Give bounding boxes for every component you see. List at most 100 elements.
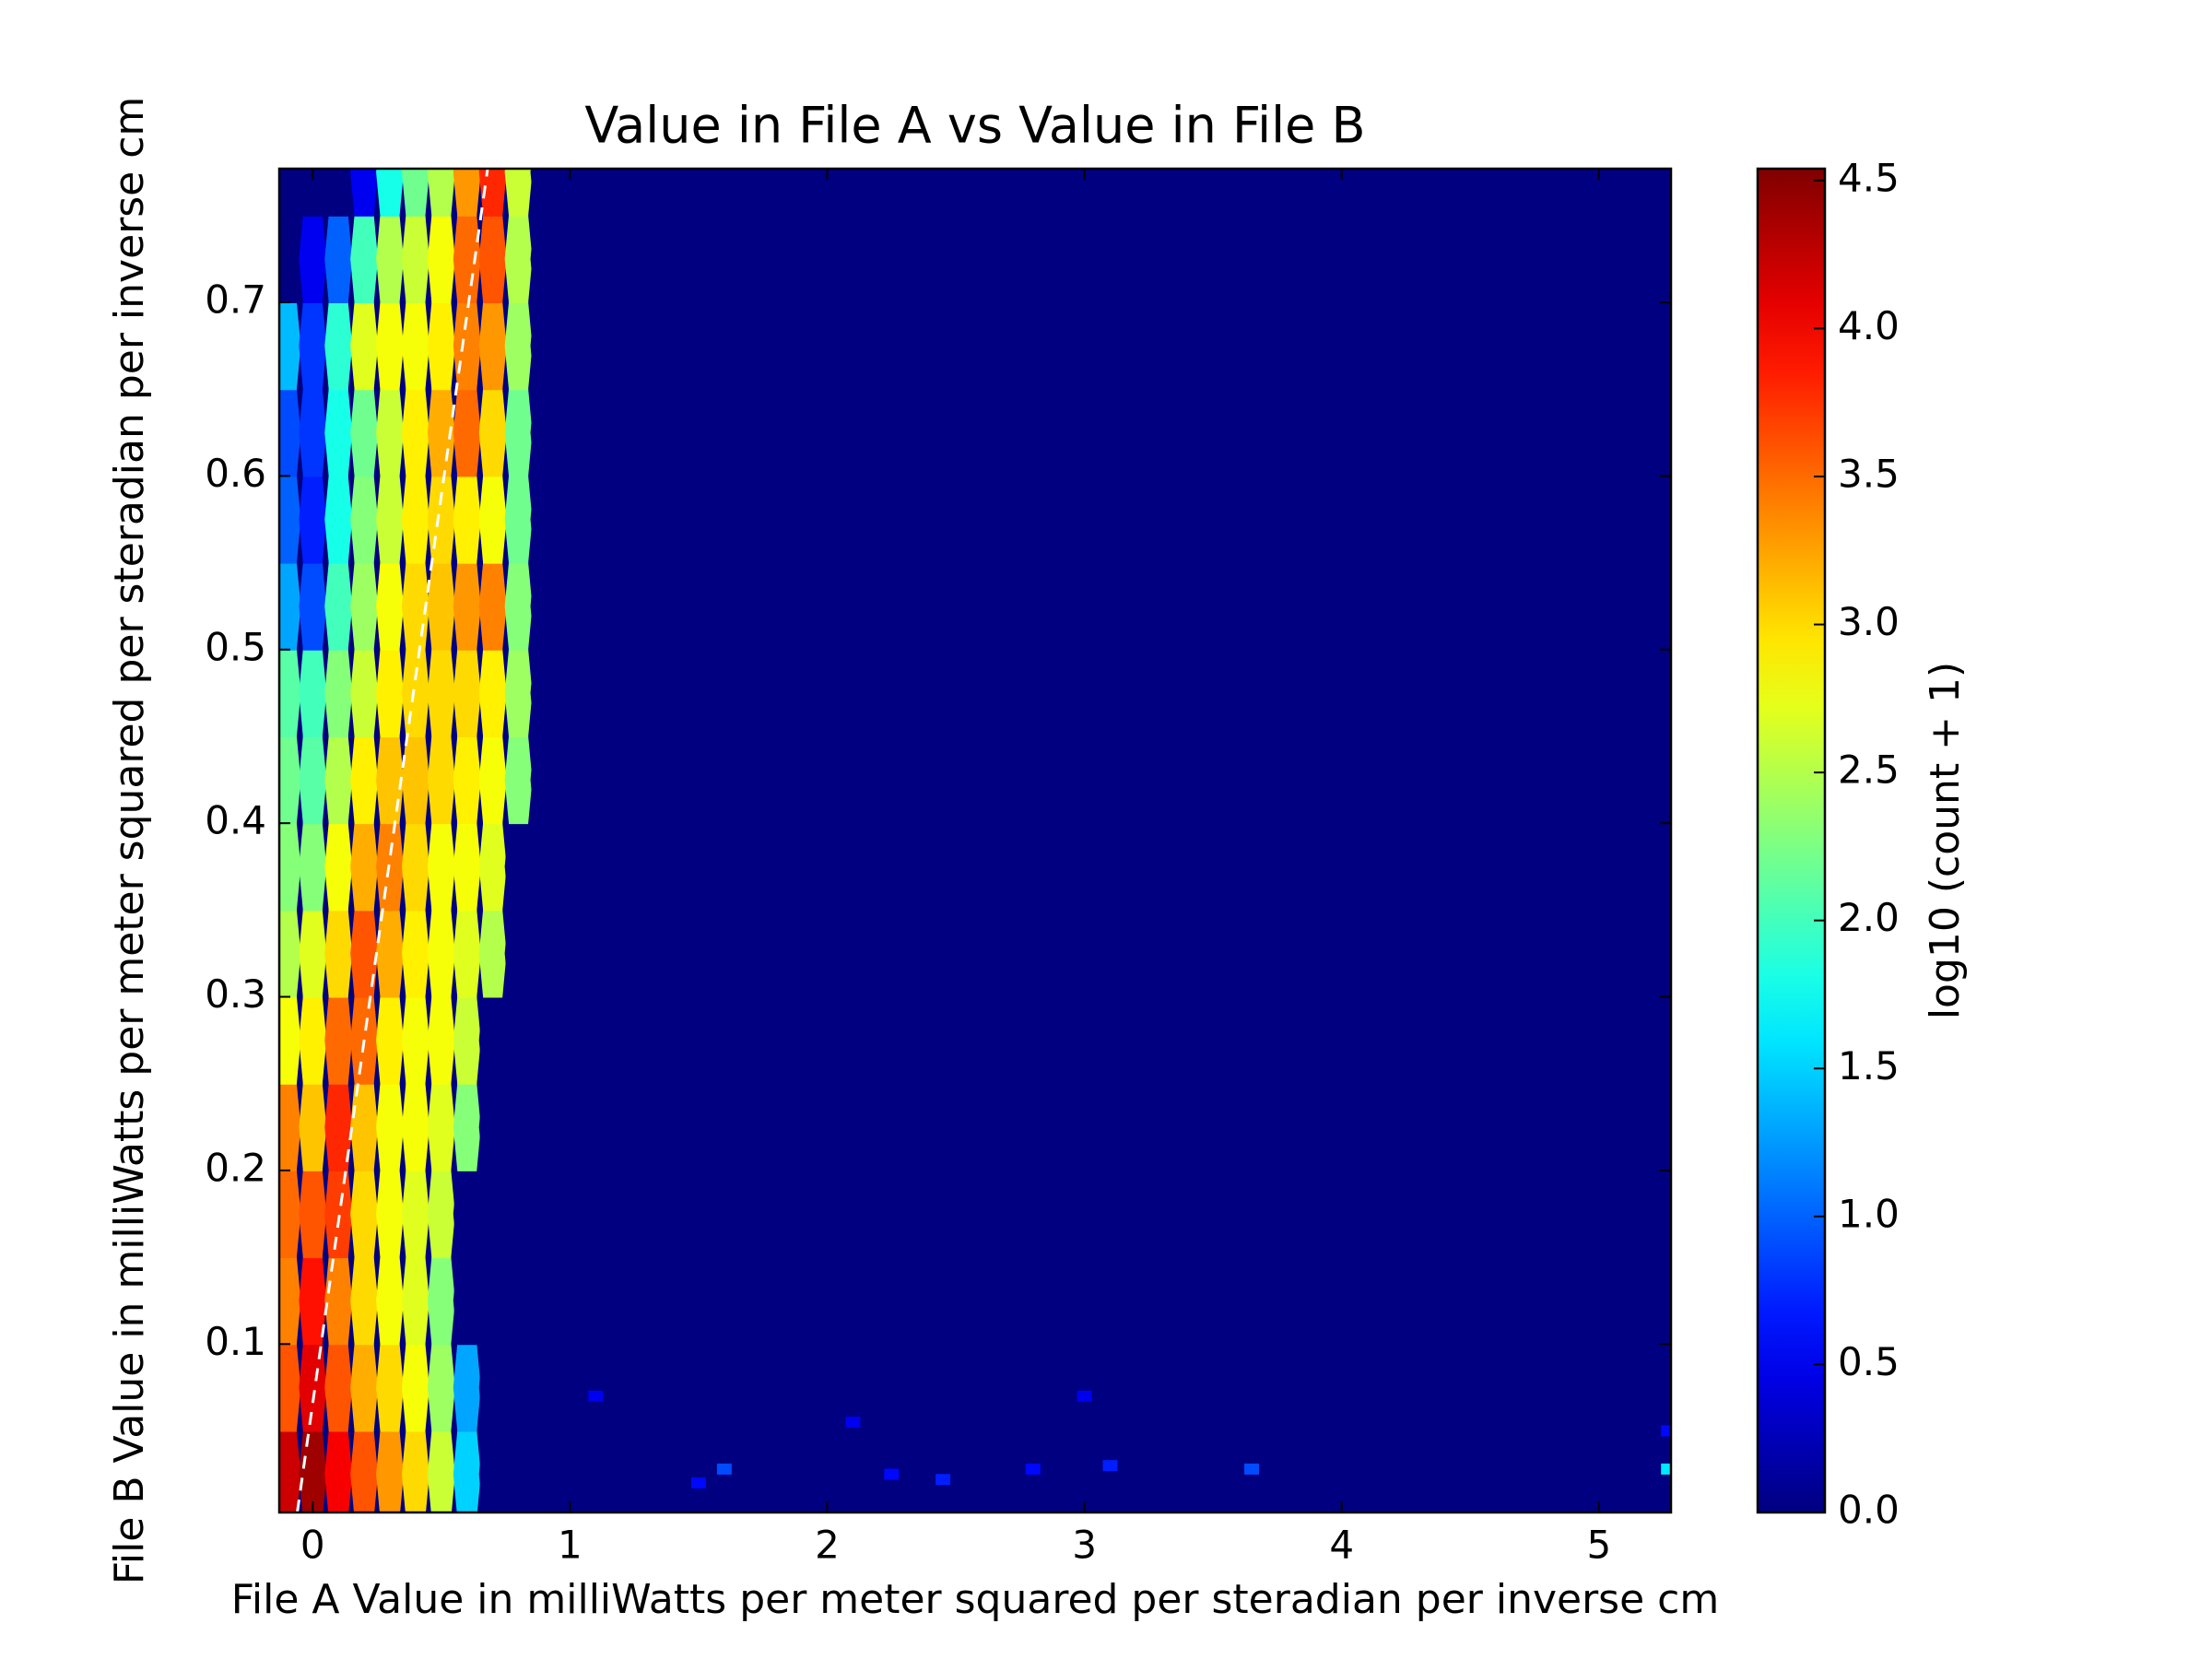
hex-cell (401, 301, 429, 391)
hex-cell (376, 388, 404, 477)
x-tick-label: 4 (1329, 1523, 1354, 1568)
colorbar-tick-label: 0.5 (1838, 1339, 1900, 1384)
y-tick-label: 0.4 (205, 798, 266, 843)
hex-cell (350, 388, 379, 477)
x-tick-label: 2 (815, 1523, 840, 1568)
hex-cell (478, 561, 507, 651)
hex-cell (453, 1430, 481, 1512)
hex-cell (279, 301, 301, 391)
hex-cell (504, 1256, 533, 1346)
hex-cell (324, 995, 353, 1085)
hex-cell (350, 1256, 379, 1346)
hex-cell (376, 214, 404, 304)
hex-cell (279, 995, 301, 1085)
hex-cell (427, 648, 455, 737)
hex-cell (427, 1430, 455, 1512)
hex-cell (299, 1169, 327, 1259)
hex-cell (478, 388, 507, 477)
hex-cell (376, 1343, 404, 1432)
hex-cell (453, 169, 481, 217)
hex-cell (279, 1256, 301, 1346)
hex-cell (324, 909, 353, 998)
hex-cell (376, 1256, 404, 1346)
hex-cell (530, 301, 559, 391)
hex-cell (376, 169, 404, 217)
hex-cell (350, 169, 379, 217)
colorbar-tick-label: 0.0 (1838, 1488, 1900, 1533)
hex-cell (504, 648, 533, 737)
x-tick-label: 5 (1586, 1523, 1611, 1568)
hex-cell (376, 561, 404, 651)
hex-cell (279, 388, 301, 477)
hex-cell (504, 1430, 533, 1512)
y-tick-label: 0.7 (205, 277, 266, 323)
hex-cell (453, 561, 481, 651)
hex-cell (427, 301, 455, 391)
hex-cell (350, 475, 379, 564)
hex-cell (427, 169, 455, 217)
plot-area (279, 169, 1671, 1512)
hex-cell (324, 1169, 353, 1259)
hex-cell (350, 301, 379, 391)
hex-cell (376, 909, 404, 998)
hex-cell (504, 822, 533, 912)
hex-cell (504, 169, 533, 217)
hex-cell (530, 214, 559, 304)
hex-cell (530, 1082, 559, 1171)
colorbar-tick-label: 1.0 (1838, 1191, 1900, 1236)
hex-cell (324, 822, 353, 912)
hex-cell (299, 475, 327, 564)
hex-cell (427, 735, 455, 825)
y-tick-label: 0.2 (205, 1145, 266, 1190)
hex-cell (299, 648, 327, 737)
hex-cell (1102, 1460, 1118, 1472)
y-tick-label: 0.5 (205, 624, 266, 669)
hex-cell (279, 909, 301, 998)
hex-cell (279, 1343, 301, 1432)
colorbar-tick-label: 4.0 (1838, 303, 1900, 348)
hex-cell (376, 475, 404, 564)
hex-cell (504, 1082, 533, 1171)
hex-cell (716, 1463, 732, 1475)
hex-cell (401, 909, 429, 998)
colorbar-tick-label: 3.5 (1838, 451, 1900, 496)
hex-cell (324, 169, 353, 217)
hex-cell (324, 388, 353, 477)
hex-cell (401, 1082, 429, 1171)
colorbar (1756, 167, 1827, 1514)
hex-cell (427, 1256, 455, 1346)
hex-cell (427, 909, 455, 998)
hex-cell (1661, 1463, 1671, 1475)
hex-cell (530, 995, 559, 1085)
hex-cell (478, 909, 507, 998)
hex-cell (299, 1256, 327, 1346)
hex-cell (453, 735, 481, 825)
hex-cell (401, 1256, 429, 1346)
hex-cell (401, 214, 429, 304)
hex-cell (299, 301, 327, 391)
hex-cell (427, 1082, 455, 1171)
hex-cell (453, 475, 481, 564)
hex-cell (279, 1430, 301, 1512)
hex-cell (299, 1430, 327, 1512)
hex-cell (690, 1477, 706, 1488)
hex-cell (478, 301, 507, 391)
hex-cell (324, 475, 353, 564)
hex-cell (279, 169, 301, 217)
hex-cell (299, 561, 327, 651)
hex-cell (530, 561, 559, 651)
hex-cell (376, 648, 404, 737)
hex-cell (350, 909, 379, 998)
hex-cell (401, 822, 429, 912)
hex-cell (504, 475, 533, 564)
colorbar-tick-label: 3.0 (1838, 599, 1900, 644)
hex-cell (427, 475, 455, 564)
y-tick-label: 0.3 (205, 971, 266, 1017)
hex-cell (530, 388, 559, 477)
hex-cell (350, 822, 379, 912)
hex-cell (427, 1169, 455, 1259)
hex-cell (530, 909, 559, 998)
hex-cell (453, 301, 481, 391)
hex-cell (299, 1082, 327, 1171)
hex-cell (504, 909, 533, 998)
